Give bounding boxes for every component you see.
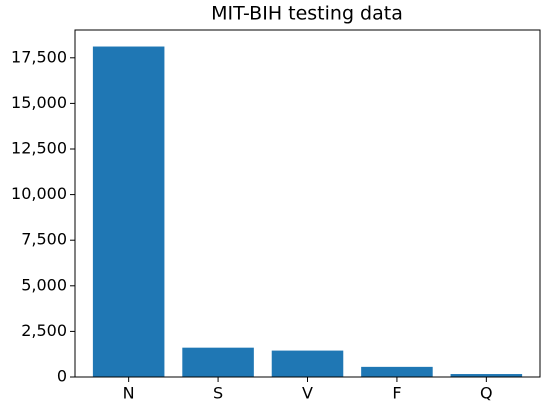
y-tick-label: 12,500 <box>11 138 67 157</box>
x-tick-label: F <box>392 384 401 403</box>
bar <box>92 46 165 378</box>
x-tick-label: V <box>302 384 313 403</box>
y-tick-label: 7,500 <box>21 230 67 249</box>
y-tick-label: 0 <box>57 367 67 386</box>
y-tick-label: 2,500 <box>21 321 67 340</box>
y-tick-label: 17,500 <box>11 47 67 66</box>
x-tick-label: Q <box>480 384 493 403</box>
bar <box>450 374 523 377</box>
bar <box>271 350 344 377</box>
bar <box>361 366 433 377</box>
x-tick-label: N <box>123 384 135 403</box>
y-tick-label: 15,000 <box>11 93 67 112</box>
plot-frame <box>74 29 541 378</box>
bar <box>182 347 254 377</box>
chart-title: MIT-BIH testing data <box>211 3 403 25</box>
y-tick-label: 10,000 <box>11 184 67 203</box>
y-tick-label: 5,000 <box>21 275 67 294</box>
x-tick-label: S <box>213 384 223 403</box>
